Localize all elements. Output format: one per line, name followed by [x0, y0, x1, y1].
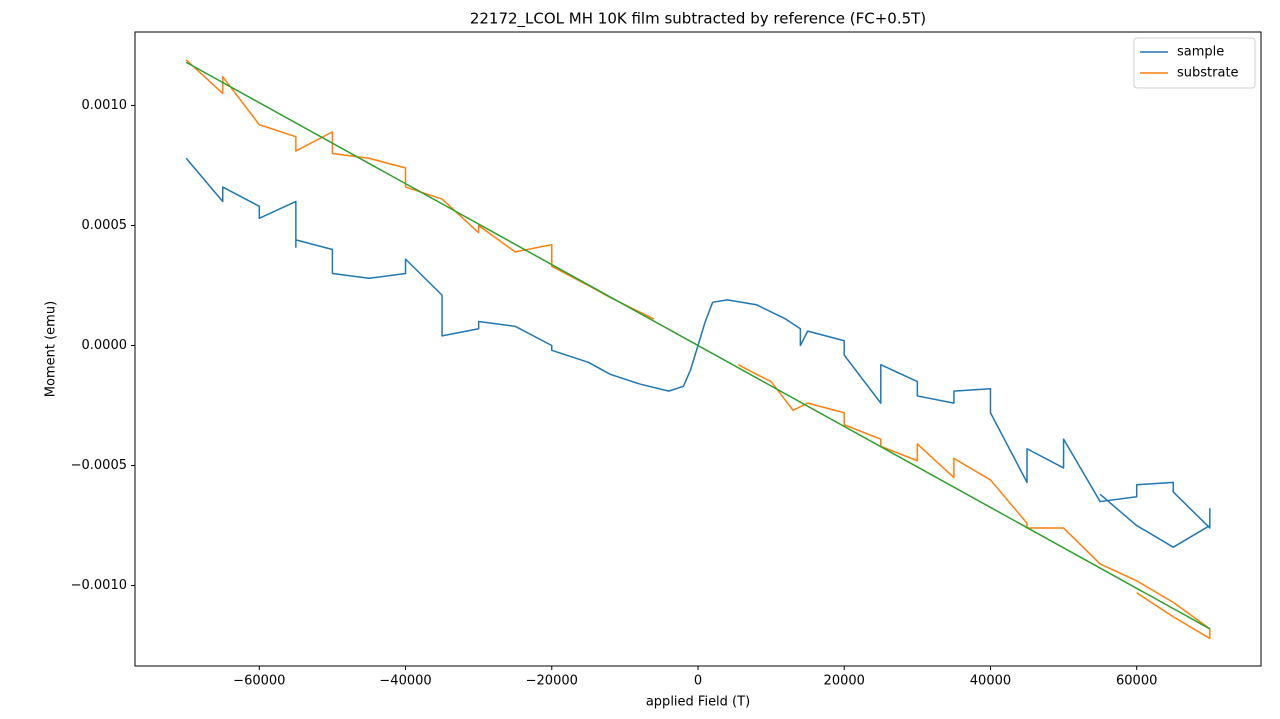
x-tick-label: 0	[694, 674, 702, 689]
series-line	[185, 157, 1211, 548]
series-line	[185, 61, 1211, 630]
y-axis-label: Moment (emu)	[44, 301, 59, 397]
y-tick-label: 0.0010	[82, 98, 128, 113]
x-tick-label: 20000	[824, 674, 865, 689]
y-tick-label: −0.0010	[71, 578, 127, 593]
x-tick-label: −20000	[526, 674, 578, 689]
x-tick-label: 40000	[970, 674, 1011, 689]
y-tick-label: 0.0000	[82, 338, 128, 353]
legend-label: substrate	[1177, 66, 1239, 81]
x-tick-label: −40000	[379, 674, 431, 689]
series-line	[185, 59, 1211, 640]
x-axis-label: applied Field (T)	[646, 695, 750, 710]
plot-frame	[134, 31, 1262, 667]
legend-box	[1133, 37, 1256, 89]
y-tick-label: 0.0005	[82, 218, 128, 233]
chart-title: 22172_LCOL MH 10K film subtracted by ref…	[470, 10, 926, 29]
legend-label: sample	[1177, 45, 1224, 60]
x-tick-label: −60000	[233, 674, 285, 689]
y-tick-label: −0.0005	[71, 458, 127, 473]
x-tick-label: 60000	[1116, 674, 1157, 689]
